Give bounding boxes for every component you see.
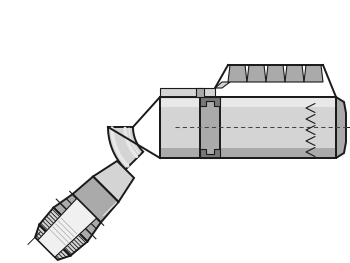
Polygon shape <box>160 88 215 97</box>
Polygon shape <box>304 65 323 82</box>
Polygon shape <box>39 208 88 256</box>
Polygon shape <box>38 198 97 257</box>
Polygon shape <box>336 97 346 158</box>
Polygon shape <box>200 149 220 158</box>
Polygon shape <box>200 97 220 106</box>
Polygon shape <box>93 161 134 202</box>
Polygon shape <box>247 65 266 82</box>
Polygon shape <box>266 65 285 82</box>
Polygon shape <box>215 82 230 88</box>
Polygon shape <box>35 225 70 260</box>
Polygon shape <box>54 194 101 241</box>
Polygon shape <box>228 65 247 82</box>
Polygon shape <box>200 97 220 158</box>
Polygon shape <box>285 65 304 82</box>
Polygon shape <box>160 148 336 158</box>
Polygon shape <box>196 88 204 97</box>
Polygon shape <box>160 97 336 158</box>
Polygon shape <box>72 176 119 222</box>
Polygon shape <box>108 127 143 169</box>
Polygon shape <box>160 97 336 107</box>
